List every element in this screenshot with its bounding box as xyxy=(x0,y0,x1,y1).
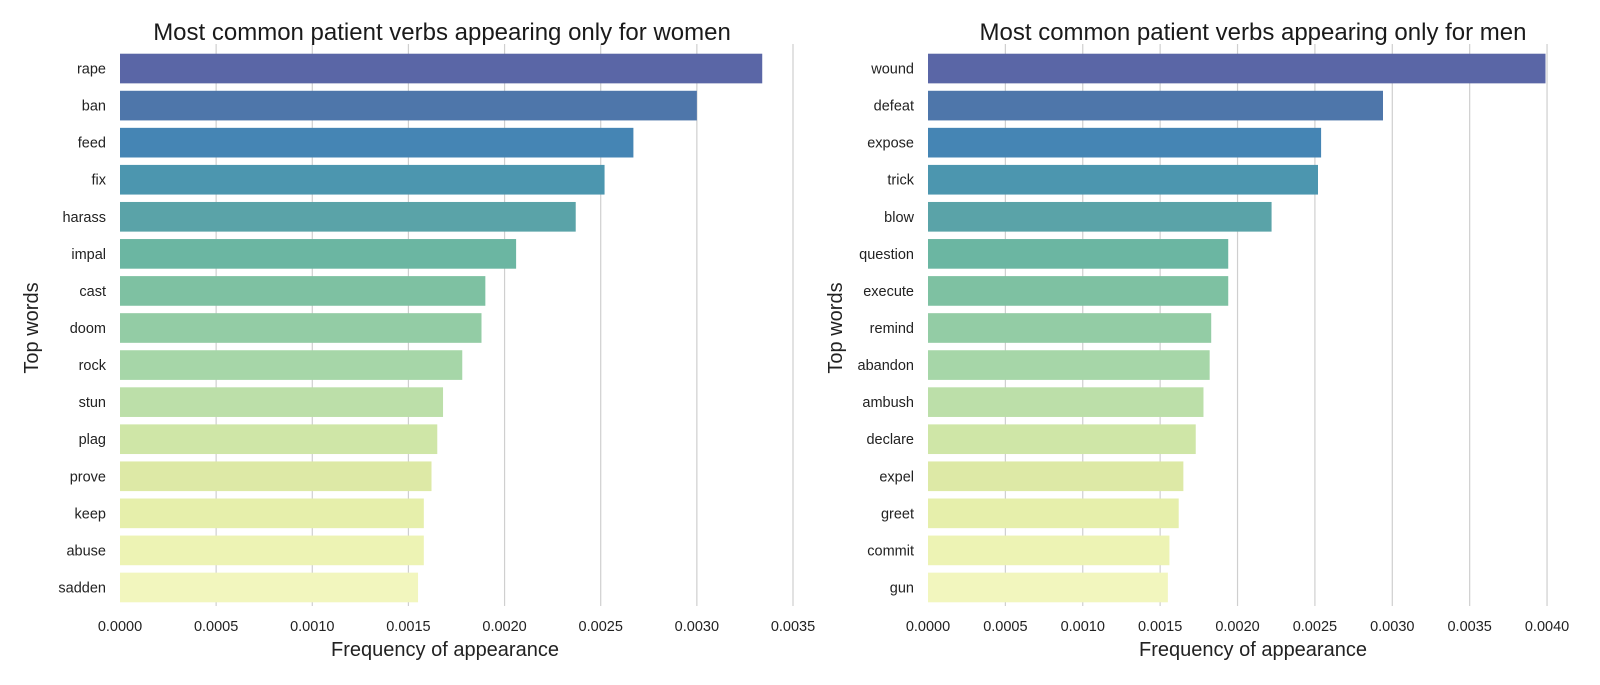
y-tick-label: blow xyxy=(884,210,914,226)
x-tick-label: 0.0015 xyxy=(1138,619,1182,635)
y-tick-label: defeat xyxy=(874,99,914,115)
x-tick-label: 0.0020 xyxy=(1215,619,1259,635)
chart-panel-1: 0.0000 0.0005 0.0010 0.0015 0.0020 0.0025 0.00… xyxy=(21,19,815,661)
x-tick-label: 0.0040 xyxy=(1525,619,1569,635)
bar xyxy=(928,572,1168,603)
y-tick-label: abandon xyxy=(858,358,914,374)
y-tick-label: ban xyxy=(82,99,106,115)
y-tick-label: greet xyxy=(881,506,914,522)
y-tick-label: feed xyxy=(78,136,106,152)
bar xyxy=(120,387,444,417)
x-tick-label: 0.0030 xyxy=(1370,619,1414,635)
y-tick-label: question xyxy=(859,247,914,263)
x-tick-label: 0.0005 xyxy=(194,619,238,635)
y-tick-label: stun xyxy=(79,395,106,411)
bar xyxy=(120,239,517,269)
x-tick-label: 0.0015 xyxy=(386,619,430,635)
y-tick-label: trick xyxy=(887,173,914,189)
bar xyxy=(928,53,1546,84)
bar xyxy=(120,313,482,343)
y-tick-label: keep xyxy=(75,506,106,522)
bar xyxy=(120,424,438,455)
y-tick-label: sadden xyxy=(58,580,106,596)
x-tick-label: 0.0030 xyxy=(675,619,719,635)
bar xyxy=(120,350,463,380)
bar xyxy=(120,90,697,121)
y-tick-label: wound xyxy=(870,62,914,78)
y-tick-label: rape xyxy=(77,62,106,78)
x-tick-label: 0.0025 xyxy=(1293,619,1337,635)
chart-title: Most common patient verbs appearing only… xyxy=(980,19,1527,46)
bar xyxy=(928,498,1179,529)
bar xyxy=(120,164,605,195)
bar xyxy=(928,90,1383,121)
y-tick-label: fix xyxy=(92,173,107,189)
bar xyxy=(928,535,1170,566)
bar xyxy=(928,461,1184,492)
bar xyxy=(120,276,486,306)
bar xyxy=(928,350,1210,380)
bar xyxy=(928,201,1272,232)
x-axis-label: Frequency of appearance xyxy=(1139,639,1367,661)
y-tick-label: rock xyxy=(79,358,107,374)
x-axis-label: Frequency of appearance xyxy=(331,639,559,661)
x-tick-label: 0.0035 xyxy=(771,619,815,635)
x-tick-label: 0.0000 xyxy=(98,619,142,635)
bar xyxy=(928,276,1229,306)
bar xyxy=(120,201,576,232)
y-axis-label: Top words xyxy=(825,282,847,373)
x-tick-label: 0.0005 xyxy=(983,619,1027,635)
y-axis-label: Top words xyxy=(21,282,43,373)
bar xyxy=(928,387,1204,417)
bar xyxy=(120,498,424,529)
bar xyxy=(928,313,1212,343)
x-tick-label: 0.0000 xyxy=(906,619,950,635)
y-tick-label: ambush xyxy=(862,395,914,411)
bar xyxy=(120,535,424,566)
y-tick-label: abuse xyxy=(66,543,106,559)
x-tick-label: 0.0035 xyxy=(1447,619,1491,635)
bar xyxy=(928,239,1229,269)
y-tick-label: cast xyxy=(79,284,106,300)
x-tick-label: 0.0020 xyxy=(482,619,526,635)
y-tick-label: doom xyxy=(70,321,106,337)
bar xyxy=(120,53,763,84)
x-tick-label: 0.0025 xyxy=(579,619,623,635)
bar xyxy=(120,127,634,158)
x-tick-label: 0.0010 xyxy=(1061,619,1105,635)
y-tick-label: prove xyxy=(70,469,106,485)
y-tick-label: declare xyxy=(866,432,914,448)
chart-panel-2: 0.0000 0.0005 0.0010 0.0015 0.0020 0.0025 0.00… xyxy=(825,19,1569,661)
x-tick-label: 0.0010 xyxy=(290,619,334,635)
bar xyxy=(120,461,432,492)
y-tick-label: harass xyxy=(62,210,106,226)
y-tick-label: impal xyxy=(71,247,106,263)
y-tick-label: execute xyxy=(863,284,914,300)
bar xyxy=(928,127,1322,158)
bar xyxy=(928,424,1196,455)
bar xyxy=(120,572,419,603)
y-tick-label: commit xyxy=(867,543,914,559)
y-tick-label: remind xyxy=(870,321,914,337)
bar xyxy=(928,164,1318,195)
y-tick-label: gun xyxy=(890,580,914,596)
y-tick-label: expel xyxy=(879,469,914,485)
y-tick-label: plag xyxy=(79,432,106,448)
y-tick-label: expose xyxy=(867,136,914,152)
chart-title: Most common patient verbs appearing only… xyxy=(153,19,731,46)
